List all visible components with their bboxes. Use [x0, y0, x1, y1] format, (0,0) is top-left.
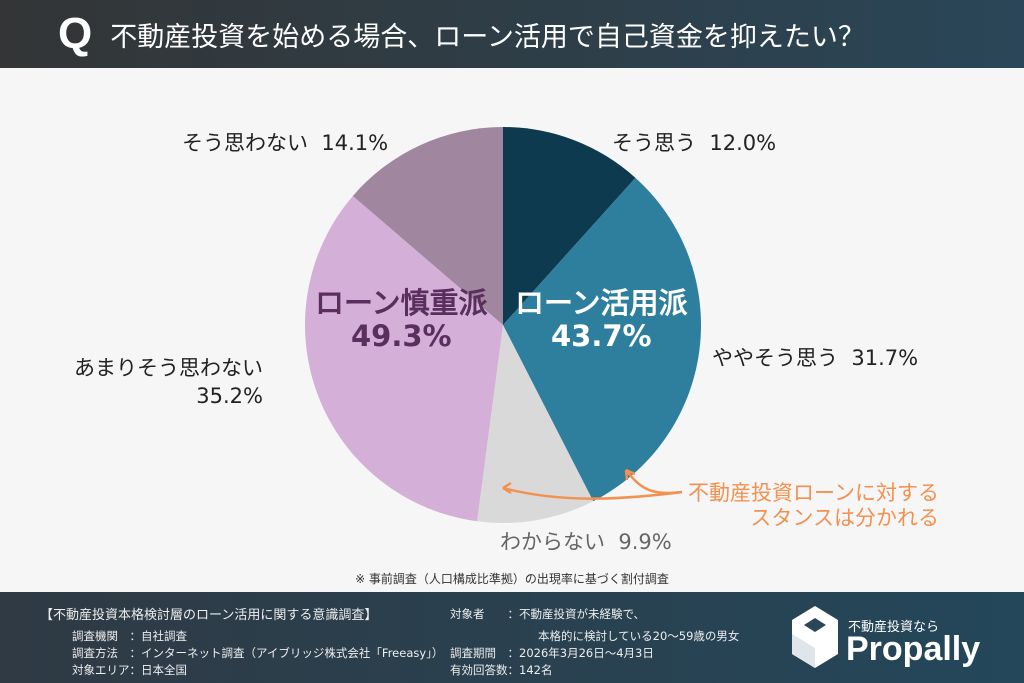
- arrow-head-1: [624, 468, 636, 481]
- footer: 【不動産投資本格検討層のローン活用に関する意識調査】 調査機関 ：自社調査 調査…: [0, 592, 1024, 683]
- group-loan-users: ローン活用派 43.7%: [515, 286, 688, 353]
- label-somewhat-agree: ややそう思う 31.7%: [712, 346, 919, 370]
- arrow-head-2: [502, 481, 512, 495]
- survey-target: 対象者 ：不動産投資が未経験で、: [450, 607, 646, 621]
- q-mark: Q: [58, 9, 93, 58]
- header: Q 不動産投資を始める場合、ローン活用で自己資金を抑えたい？: [0, 0, 1024, 68]
- label-agree: そう思う 12.0%: [612, 131, 777, 155]
- survey-target-2: 本格的に検討している20～59歳の男女: [538, 629, 740, 643]
- pie-slice-somewhat-disagree: [304, 195, 503, 522]
- survey-title: 【不動産投資本格検討層のローン活用に関する意識調査】: [40, 608, 378, 623]
- pie-slice-somewhat-agree: [503, 177, 701, 502]
- survey-method: 調査方法 ：インターネット調査（アイブリッジ株式会社「Freeasy」）: [72, 646, 444, 660]
- group-cautious: ローン慎重派 49.3%: [315, 286, 488, 353]
- label-somewhat-disagree: あまりそう思わない 35.2%: [74, 356, 263, 408]
- page-title: 不動産投資を始める場合、ローン活用で自己資金を抑えたい？: [110, 21, 865, 53]
- pie-slice-dont-know: [477, 325, 594, 523]
- survey-org: 調査機関 ：自社調査: [72, 629, 187, 643]
- annotation-arrows: [502, 468, 683, 500]
- brand-tagline: 不動産投資なら: [848, 620, 940, 635]
- arrow-to-cautious: [502, 486, 683, 500]
- label-disagree: そう思わない 14.1%: [182, 131, 389, 155]
- propally-logo-icon: [792, 606, 838, 668]
- survey-responses: 有効回答数：142名: [450, 663, 553, 677]
- brand-name: Propally: [846, 630, 981, 668]
- survey-area: 対象エリア：日本全国: [72, 663, 187, 677]
- pie-slice-agree: [503, 127, 636, 325]
- annotation: 不動産投資ローンに対する スタンスは分かれる: [688, 481, 939, 530]
- survey-period: 調査期間 ：2026年3月26日～4月3日: [450, 646, 654, 660]
- label-dont-know: わからない 9.9%: [500, 530, 672, 554]
- pie-chart: [304, 127, 701, 523]
- footnote: ※ 事前調査（人口構成比準拠）の出現率に基づく割付調査: [355, 572, 669, 586]
- pie-slice-disagree: [352, 127, 503, 325]
